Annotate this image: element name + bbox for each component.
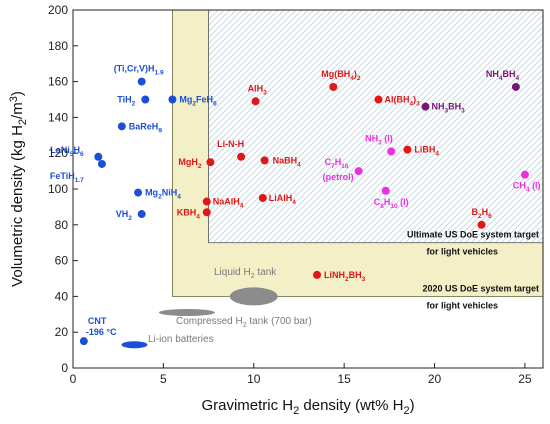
label-cnt-196-c: CNT -196 °C (86, 316, 117, 337)
data-points (79, 77, 529, 346)
y-tick-label: 80 (55, 218, 69, 232)
y-tick-label: 100 (48, 182, 68, 196)
label-b2h6: B2H6 (472, 207, 493, 220)
label-ti-cr-v-h1-9: (Ti,Cr,V)H1.9 (114, 64, 164, 77)
x-axis-label: Gravimetric H2 density (wt% H2) (201, 397, 414, 417)
target-labels: Ultimate US DoE system target for light v… (148, 230, 539, 345)
point-nh3-l (387, 147, 396, 156)
target-ultimate-note: for light vehicles (426, 247, 498, 257)
label-nh4bh4: NH4BH4 (486, 69, 520, 82)
label-nh3bh3: NH3BH3 (432, 102, 466, 115)
point-linh2bh3 (313, 270, 322, 279)
label-naalh4: NaAlH4 (213, 197, 244, 210)
label-mgh2: MgH2 (178, 157, 202, 170)
point-nh4bh4 (511, 82, 520, 91)
label-lani5h6: LaNi5H6 (50, 145, 84, 158)
point-c8h10-l (381, 186, 390, 195)
label-mg2feh6: Mg2FeH6 (179, 95, 217, 108)
label-mg-bh4-2: Mg(BH4)2 (321, 69, 361, 82)
label-mg2nih4: Mg2NiH4 (145, 188, 181, 201)
x-tick-label: 25 (518, 372, 532, 386)
point-al-bh4-3 (374, 95, 383, 104)
label-linh2bh3: LiNH2BH3 (324, 270, 366, 283)
label-lialh4: LiAlH4 (269, 193, 297, 206)
label-tih2: TiH2 (117, 95, 135, 108)
point-ti-cr-v-h1-9 (137, 77, 146, 86)
x-tick-label: 15 (337, 372, 351, 386)
point-vh2 (137, 210, 146, 219)
label-bareh9: BaReH9 (129, 121, 163, 134)
y-tick-label: 20 (55, 325, 69, 339)
label-li-n-h: Li-N-H (217, 139, 244, 149)
label-nh3-l: NH3 (l) (365, 133, 393, 146)
target-2020-label: 2020 US DoE system target (422, 283, 539, 293)
point-lani5h6 (94, 152, 103, 161)
y-tick-label: 60 (55, 254, 69, 268)
point-libh4 (403, 145, 412, 154)
label-c7h16-petrol: C7H16 (petrol) (323, 157, 354, 182)
compressed-h2-tank-700-bar-blob (158, 309, 215, 317)
label-libh4: LiBH4 (414, 145, 439, 158)
point-mgh2 (206, 158, 215, 167)
point-mg2feh6 (168, 95, 177, 104)
label-c8h10-l: C8H10 (l) (374, 197, 409, 210)
li-ion-batteries-label: Li-ion batteries (148, 334, 214, 345)
point-labels: (Ti,Cr,V)H1.9 TiH2 Mg2FeH6 BaReH9 LaNi5H6 FeT… (50, 64, 541, 338)
y-axis-label: Volumetric density (kg H2/m3) (8, 91, 29, 287)
point-tih2 (141, 95, 150, 104)
target-regions (172, 9, 544, 297)
point-kbh4 (202, 208, 211, 217)
target-2020-note: for light vehicles (426, 300, 498, 310)
x-tick-label: 0 (70, 372, 77, 386)
point-nabh4 (260, 156, 269, 165)
point-bareh9 (117, 122, 126, 131)
reference-systems (121, 287, 278, 349)
label-ch4-l: CH4 (l) (513, 181, 541, 194)
label-fetih1-7: FeTiH1.7 (50, 171, 84, 184)
liquid-h2-tank-label: Liquid H2 tank (214, 267, 277, 280)
liquid-h2-tank-blob (229, 287, 278, 306)
x-tick-label: 5 (160, 372, 167, 386)
point-lialh4 (258, 193, 267, 202)
target-ultimate-label: Ultimate US DoE system target (407, 230, 539, 240)
y-tick-label: 180 (48, 39, 68, 53)
li-ion-batteries-blob (121, 341, 148, 349)
compressed-h2-tank-label: Compressed H2 tank (700 bar) (176, 316, 312, 329)
label-vh2: VH2 (116, 209, 133, 222)
point-ch4-l (520, 170, 529, 179)
axis-ticks: 0 5 10 15 20 25 0 20 40 60 80 100 120 140 160 180 200 (48, 3, 532, 386)
point-li-n-h (237, 152, 246, 161)
target-ultimate-region (208, 9, 544, 244)
y-tick-label: 120 (48, 146, 68, 160)
x-tick-label: 20 (428, 372, 442, 386)
point-mg-bh4-2 (329, 82, 338, 91)
y-tick-label: 200 (48, 3, 68, 17)
point-c7h16-petrol (354, 167, 363, 176)
y-tick-label: 140 (48, 110, 68, 124)
label-kbh4: KBH4 (177, 207, 201, 220)
point-b2h6 (477, 220, 486, 229)
point-fetih1-7 (97, 159, 106, 168)
y-tick-label: 40 (55, 289, 69, 303)
point-alh3 (251, 97, 260, 106)
point-mg2nih4 (134, 188, 143, 197)
label-nabh4: NaBH4 (273, 155, 302, 168)
label-al-bh4-3: Al(BH4)3 (385, 95, 421, 108)
y-tick-label: 160 (48, 75, 68, 89)
point-nh3bh3 (421, 102, 430, 111)
x-tick-label: 10 (247, 372, 261, 386)
label-alh3: AlH3 (248, 83, 267, 96)
point-cnt-196-c (79, 337, 88, 346)
point-naalh4 (202, 197, 211, 206)
y-tick-label: 0 (61, 361, 68, 375)
